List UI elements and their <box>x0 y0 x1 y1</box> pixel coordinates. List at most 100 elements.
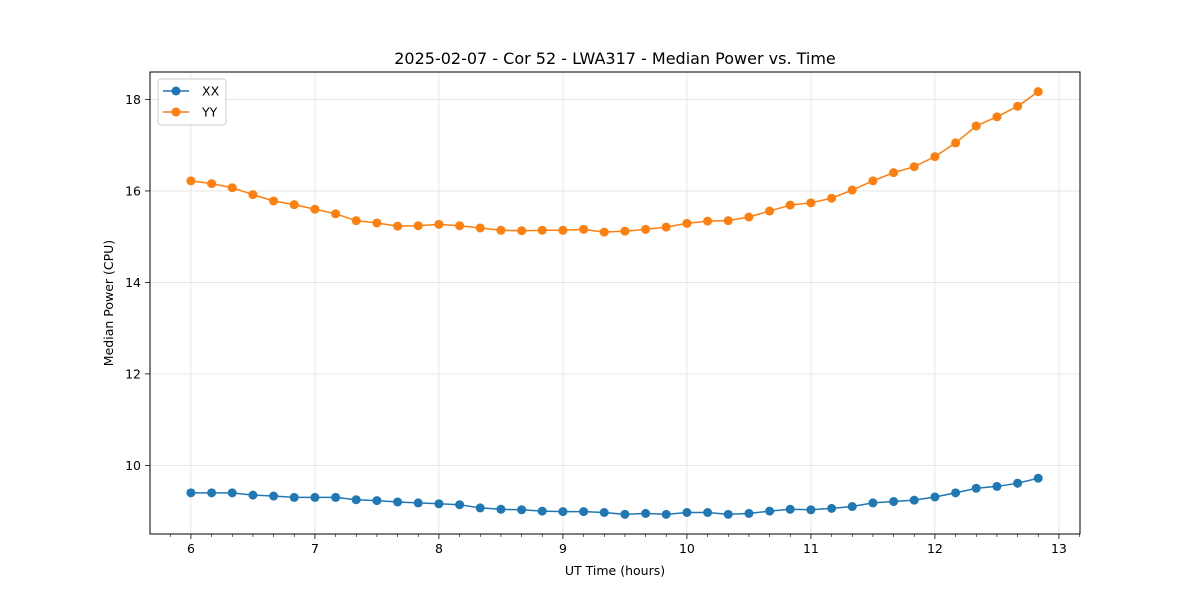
data-point-yy <box>868 176 878 186</box>
data-point-xx <box>455 500 465 510</box>
y-tick-label: 16 <box>125 183 141 198</box>
plot-frame <box>149 71 1081 535</box>
data-point-xx <box>310 492 320 502</box>
data-point-yy <box>827 193 837 203</box>
data-point-yy <box>682 218 692 228</box>
data-point-xx <box>372 496 382 506</box>
y-tick-label: 18 <box>125 92 141 107</box>
legend-label-xx: XX <box>202 84 220 99</box>
data-point-xx <box>289 492 299 502</box>
data-point-yy <box>269 196 279 206</box>
y-tick-label: 12 <box>125 366 141 381</box>
y-tick-label: 10 <box>125 458 141 473</box>
data-point-xx <box>744 508 754 518</box>
legend: XX YY <box>157 78 227 126</box>
data-point-yy <box>765 206 775 216</box>
data-point-xx <box>331 492 341 502</box>
grid <box>150 72 1080 534</box>
data-point-xx <box>641 508 651 518</box>
data-point-yy <box>951 138 961 148</box>
data-point-yy <box>661 222 671 232</box>
ticks: 6 7 8 9 10 11 12 13 10 12 14 16 18 <box>125 92 1080 556</box>
x-tick-label: 13 <box>1051 541 1067 556</box>
data-point-xx <box>620 509 630 519</box>
legend-marker-yy <box>171 107 181 117</box>
data-point-yy <box>455 221 465 231</box>
data-point-yy <box>186 176 196 186</box>
data-point-yy <box>909 162 919 172</box>
x-axis-title: UT Time (hours) <box>565 563 665 578</box>
data-point-xx <box>951 488 961 498</box>
data-point-yy <box>227 183 237 193</box>
x-tick-label: 7 <box>311 541 319 556</box>
legend-label-yy: YY <box>201 105 218 120</box>
data-point-yy <box>703 216 713 226</box>
data-point-xx <box>186 488 196 498</box>
data-point-yy <box>434 219 444 229</box>
data-point-xx <box>579 507 589 517</box>
data-point-yy <box>620 226 630 236</box>
data-point-xx <box>827 503 837 513</box>
data-point-yy <box>806 198 816 208</box>
data-point-xx <box>269 491 279 501</box>
x-tick-label: 8 <box>435 541 443 556</box>
data-point-xx <box>868 498 878 508</box>
data-point-yy <box>331 209 341 219</box>
data-point-xx <box>909 495 919 505</box>
chart-title: 2025-02-07 - Cor 52 - LWA317 - Median Po… <box>394 49 836 68</box>
data-point-xx <box>227 488 237 498</box>
data-point-xx <box>1033 473 1043 483</box>
data-point-xx <box>661 509 671 519</box>
data-point-xx <box>971 483 981 493</box>
data-point-yy <box>310 204 320 214</box>
data-point-yy <box>641 224 651 234</box>
data-point-yy <box>1033 87 1043 97</box>
data-point-xx <box>889 497 899 507</box>
data-point-xx <box>847 502 857 512</box>
x-tick-label: 9 <box>559 541 567 556</box>
data-point-xx <box>248 490 258 500</box>
data-point-xx <box>413 498 423 508</box>
data-point-yy <box>847 185 857 195</box>
data-point-yy <box>496 225 506 235</box>
x-tick-label: 10 <box>679 541 695 556</box>
data-point-yy <box>537 225 547 235</box>
data-point-yy <box>351 216 361 226</box>
y-tick-label: 14 <box>125 275 141 290</box>
x-tick-label: 6 <box>187 541 195 556</box>
data-point-yy <box>744 212 754 222</box>
data-point-xx <box>496 504 506 514</box>
data-point-xx <box>599 508 609 517</box>
data-point-yy <box>971 121 981 131</box>
data-point-xx <box>806 505 816 515</box>
data-point-xx <box>1013 478 1023 488</box>
y-axis-title: Median Power (CPU) <box>101 240 116 366</box>
data-point-yy <box>393 221 403 231</box>
data-point-yy <box>289 200 299 210</box>
data-point-yy <box>992 112 1002 122</box>
data-point-xx <box>785 504 795 514</box>
data-point-xx <box>434 499 444 509</box>
data-point-yy <box>517 226 527 236</box>
data-point-xx <box>682 508 692 517</box>
data-point-xx <box>475 503 485 513</box>
data-point-yy <box>1013 101 1023 111</box>
data-point-xx <box>517 505 527 515</box>
data-point-yy <box>723 216 733 226</box>
data-point-xx <box>558 507 568 517</box>
series-layer <box>186 87 1043 519</box>
x-tick-label: 12 <box>927 541 943 556</box>
data-point-xx <box>537 506 547 516</box>
data-point-yy <box>558 225 568 235</box>
data-point-xx <box>765 506 775 516</box>
data-point-xx <box>207 488 217 498</box>
data-point-xx <box>351 495 361 505</box>
data-point-xx <box>703 508 713 517</box>
data-point-yy <box>207 179 217 189</box>
legend-marker-xx <box>171 86 181 96</box>
data-point-yy <box>785 200 795 210</box>
x-tick-label: 11 <box>803 541 819 556</box>
data-point-xx <box>723 509 733 519</box>
data-point-yy <box>413 221 423 231</box>
